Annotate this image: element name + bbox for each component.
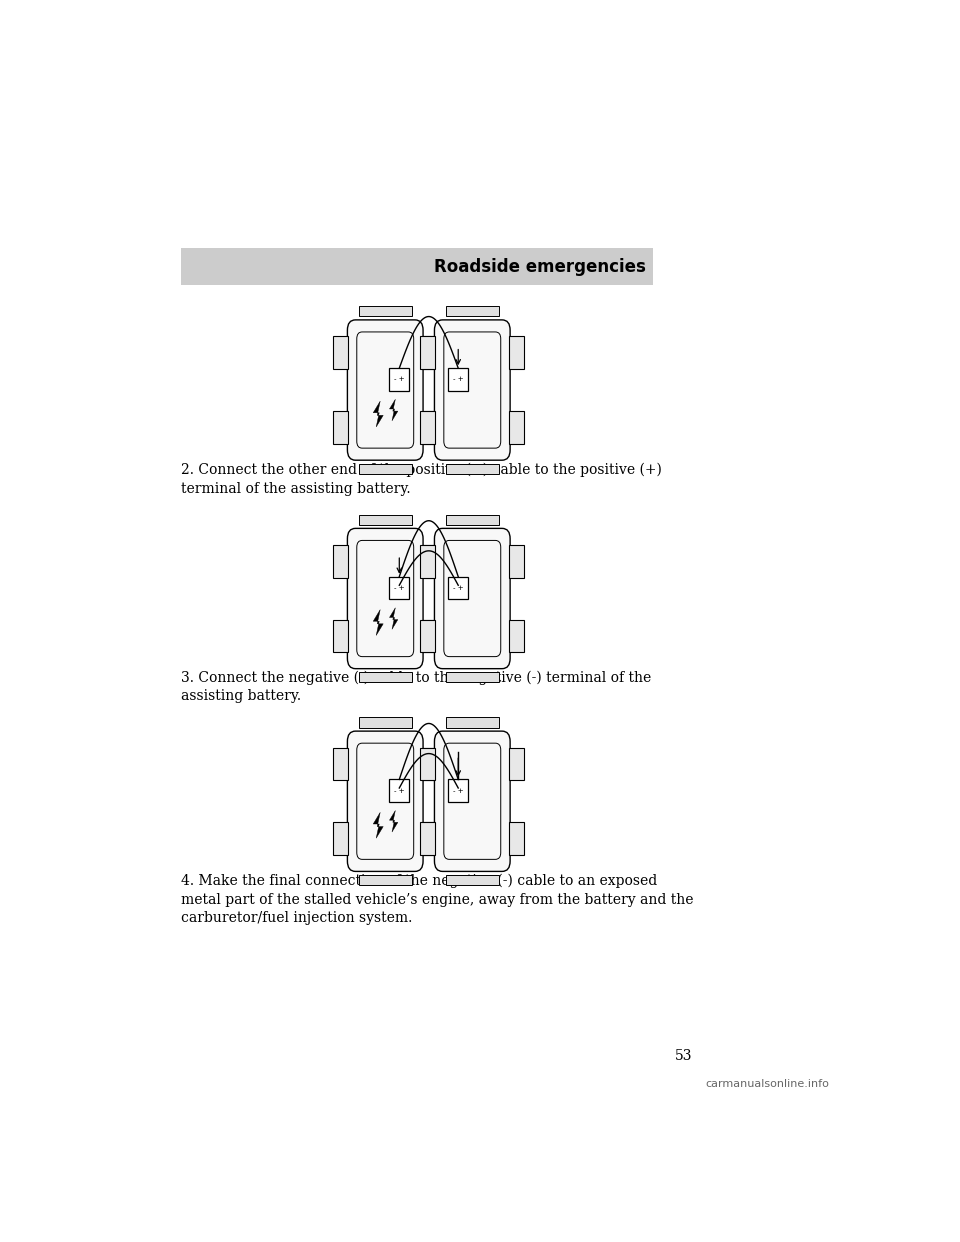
- FancyBboxPatch shape: [435, 320, 510, 461]
- Bar: [510, 748, 524, 780]
- Text: - +: - +: [394, 787, 404, 794]
- Bar: [359, 463, 412, 474]
- Text: - +: - +: [453, 585, 464, 591]
- Polygon shape: [373, 401, 383, 427]
- Text: Roadside emergencies: Roadside emergencies: [434, 257, 646, 276]
- Bar: [448, 780, 468, 802]
- Bar: [359, 514, 412, 525]
- Polygon shape: [373, 812, 383, 838]
- Bar: [422, 337, 437, 369]
- Text: 3. Connect the negative (-) cable to the negative (-) terminal of the
assisting : 3. Connect the negative (-) cable to the…: [181, 671, 651, 703]
- Polygon shape: [373, 610, 383, 636]
- Bar: [445, 514, 498, 525]
- Bar: [420, 748, 435, 780]
- Bar: [359, 306, 412, 317]
- Bar: [510, 822, 524, 854]
- Bar: [510, 411, 524, 443]
- Bar: [181, 248, 654, 284]
- Text: - +: - +: [394, 376, 404, 383]
- Bar: [333, 620, 348, 652]
- Text: 4. Make the final connection of the negative (-) cable to an exposed
metal part : 4. Make the final connection of the nega…: [181, 874, 693, 925]
- Polygon shape: [390, 399, 397, 421]
- Bar: [420, 545, 435, 578]
- Bar: [389, 780, 409, 802]
- FancyBboxPatch shape: [348, 732, 423, 872]
- Bar: [333, 545, 348, 578]
- Bar: [420, 822, 435, 854]
- Bar: [333, 822, 348, 854]
- Polygon shape: [390, 811, 397, 832]
- FancyBboxPatch shape: [348, 528, 423, 668]
- Bar: [359, 718, 412, 728]
- Text: carmanualsonline.info: carmanualsonline.info: [706, 1079, 829, 1089]
- Text: 2. Connect the other end of the positive (+) cable to the positive (+)
terminal : 2. Connect the other end of the positive…: [181, 463, 661, 496]
- Bar: [422, 620, 437, 652]
- Bar: [420, 337, 435, 369]
- FancyBboxPatch shape: [348, 320, 423, 461]
- FancyBboxPatch shape: [435, 528, 510, 668]
- Bar: [359, 672, 412, 682]
- Bar: [445, 463, 498, 474]
- Bar: [359, 874, 412, 886]
- Bar: [389, 368, 409, 390]
- Bar: [422, 545, 437, 578]
- Bar: [422, 411, 437, 443]
- Bar: [389, 576, 409, 599]
- Text: - +: - +: [453, 787, 464, 794]
- Bar: [445, 874, 498, 886]
- Bar: [510, 337, 524, 369]
- Bar: [445, 718, 498, 728]
- Polygon shape: [390, 607, 397, 630]
- FancyBboxPatch shape: [435, 732, 510, 872]
- Text: - +: - +: [453, 376, 464, 383]
- Bar: [333, 748, 348, 780]
- Text: 53: 53: [675, 1048, 693, 1063]
- Bar: [333, 411, 348, 443]
- Bar: [445, 306, 498, 317]
- Bar: [445, 672, 498, 682]
- Bar: [333, 337, 348, 369]
- Bar: [510, 545, 524, 578]
- Bar: [510, 620, 524, 652]
- Text: - +: - +: [394, 585, 404, 591]
- Bar: [422, 748, 437, 780]
- Bar: [422, 822, 437, 854]
- Bar: [420, 411, 435, 443]
- Bar: [448, 368, 468, 390]
- Bar: [448, 576, 468, 599]
- Bar: [420, 620, 435, 652]
